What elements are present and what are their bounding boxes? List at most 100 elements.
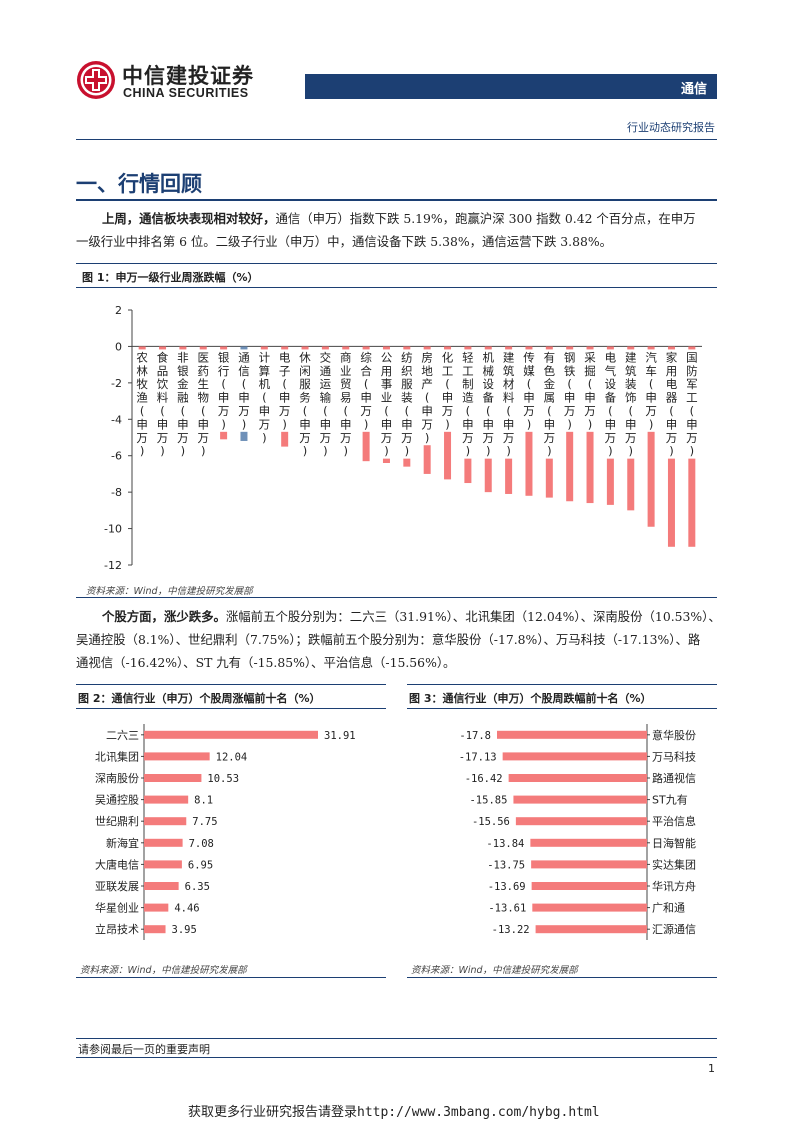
- bar-category-label: 农林牧渔(申万): [136, 350, 148, 458]
- category-label: 意华股份: [652, 728, 696, 742]
- y-tick-label: -6: [111, 450, 122, 463]
- bar: [535, 925, 647, 934]
- bar-category-label: 医药生物(申万): [198, 350, 210, 458]
- bar-category-label: 机械设备(申万): [483, 350, 495, 458]
- bar-value-label: -13.69: [488, 881, 526, 893]
- bar-category-label: 建筑装饰(申万): [625, 350, 637, 458]
- bar-label-bg: [481, 349, 495, 459]
- bar: [502, 752, 647, 761]
- bar-label-bg: [563, 349, 577, 432]
- paragraph-stocks-line3: 通视信（-16.42%）、ST 九有（-15.85%）、平治信息（-15.56%…: [76, 655, 456, 670]
- bar-value-label: -13.75: [487, 859, 525, 871]
- figure3-title: 图 3：通信行业（申万）个股周跌幅前十名（%）: [409, 692, 652, 705]
- bar-value-label: 6.35: [185, 881, 210, 893]
- bar-category-label: 公用事业(申万): [381, 350, 393, 458]
- bar-value-label: -15.85: [469, 795, 507, 807]
- bar-label-bg: [257, 349, 271, 446]
- bar-value-label: -13.84: [486, 838, 524, 850]
- logo: [76, 60, 116, 100]
- bar-category-label: 银行(申万): [218, 350, 230, 431]
- category-label: 大唐电信: [95, 857, 139, 871]
- bar-label-bg: [278, 349, 292, 432]
- bar-category-label: 国防军工(申万): [686, 350, 698, 458]
- logo-en-text: CHINA SECURITIES: [123, 86, 249, 100]
- bar-label-bg: [400, 349, 414, 459]
- bar-category-label: 房地产(申万): [421, 350, 433, 444]
- bar-category-label: 休闲服务(申万): [299, 350, 311, 458]
- figure2-title: 图 2：通信行业（申万）个股周涨幅前十名（%）: [78, 692, 321, 705]
- category-label: 万马科技: [652, 749, 696, 763]
- bar-label-bg: [583, 349, 597, 432]
- y-tick-label: -2: [111, 377, 122, 390]
- paragraph-market-lead: 上周，通信板块表现相对较好，: [102, 211, 276, 226]
- category-label: ST九有: [652, 793, 688, 807]
- bar-value-label: 10.53: [207, 773, 239, 785]
- category-label: 亚联发展: [95, 879, 139, 893]
- bar-value-label: 4.46: [174, 903, 199, 915]
- bar: [144, 838, 183, 847]
- bar-label-bg: [542, 349, 556, 459]
- bar-label-bg: [135, 349, 149, 459]
- bar-value-label: 6.95: [188, 859, 213, 871]
- category-label: 实达集团: [652, 857, 696, 871]
- bar-value-label: 8.1: [194, 795, 213, 807]
- bar: [531, 860, 647, 869]
- bar: [531, 882, 647, 890]
- bar-label-bg: [379, 349, 393, 459]
- bar-category-label: 钢铁(申万): [564, 350, 576, 431]
- figure3-bottom-rule: [407, 977, 717, 978]
- category-label: 日海智能: [652, 836, 696, 850]
- bar-label-bg: [176, 349, 190, 459]
- section-title: 一、行情回顾: [76, 172, 202, 196]
- bar-label-bg: [603, 349, 617, 459]
- footer-disclaimer: 请参阅最后一页的重要声明: [78, 1043, 210, 1056]
- paragraph-stocks-line2: 吴通控股（8.1%）、世纪鼎利（7.75%）；跌幅前五个股分别为：意华股份（-1…: [76, 632, 701, 647]
- bar-value-label: -17.8: [459, 730, 491, 742]
- bar: [144, 774, 202, 782]
- bar: [515, 817, 647, 826]
- paragraph-stocks-line1: 涨幅前五个股分别为：二六三（31.91%）、北讯集团（12.04%）、深南股份（…: [225, 609, 721, 624]
- figure3-source: 资料来源：Wind，中信建投研究发展部: [411, 965, 578, 976]
- bar-label-bg: [441, 349, 455, 432]
- section-rule: [76, 199, 717, 201]
- promo-link[interactable]: 获取更多行业研究报告请登录http://www.3mbang.com/hybg.…: [188, 1105, 600, 1120]
- paragraph-market: 上周，通信板块表现相对较好，通信（申万）指数下跌 5.19%，跑赢沪深 300 …: [76, 207, 717, 253]
- report-type: 行业动态研究报告: [627, 121, 715, 134]
- category-label: 华星创业: [95, 901, 139, 915]
- paragraph-market-line1: 通信（申万）指数下跌 5.19%，跑赢沪深 300 指数 0.42 个百分点，在…: [275, 211, 696, 226]
- bar-category-label: 汽车(申万): [645, 350, 657, 431]
- bar-value-label: -16.42: [465, 773, 503, 785]
- figure2-chart: 二六三 31.91 北讯集团 12.04 深南股份 10.53 吴通控股 8.1 世纪鼎利 7.7…: [95, 724, 356, 940]
- bar-category-label: 纺织服装(申万): [401, 350, 413, 458]
- bar: [508, 774, 647, 782]
- bar: [144, 817, 187, 826]
- category-label: 立昂技术: [95, 922, 139, 936]
- category-label: 北讯集团: [95, 749, 139, 763]
- bar: [144, 730, 318, 739]
- bar-category-label: 交通运输(申万): [320, 350, 332, 458]
- bar-label-bg: [318, 349, 332, 459]
- bar-category-label: 家用电器(申万): [666, 350, 678, 458]
- bar: [497, 730, 647, 739]
- sector-label: 通信: [680, 82, 707, 97]
- bar-label-bg: [685, 349, 699, 459]
- paragraph-stocks: 个股方面，涨少跌多。涨幅前五个股分别为：二六三（31.91%）、北讯集团（12.…: [76, 605, 721, 674]
- bar-label-bg: [644, 349, 658, 432]
- bar-category-label: 电子(申万): [279, 350, 291, 431]
- y-tick-label: 0: [115, 340, 122, 353]
- bar-label-bg: [196, 349, 210, 459]
- figure2-top-rule: [76, 684, 386, 685]
- figure1-title-rule: [76, 287, 717, 288]
- figure3-title-rule: [407, 708, 717, 709]
- bar-label-bg: [217, 349, 231, 432]
- bar-value-label: 12.04: [216, 751, 248, 763]
- figure1-bottom-rule: [76, 597, 717, 598]
- bar-label-bg: [420, 349, 434, 446]
- y-tick-label: -8: [111, 486, 122, 499]
- category-label: 平治信息: [652, 814, 696, 828]
- figure2-source: 资料来源：Wind，中信建投研究发展部: [80, 965, 247, 976]
- bar-category-label: 计算机(申万): [259, 350, 271, 444]
- footer-rule-2: [76, 1057, 717, 1058]
- bar-category-label: 化工(申万): [442, 350, 454, 431]
- bar: [144, 925, 166, 934]
